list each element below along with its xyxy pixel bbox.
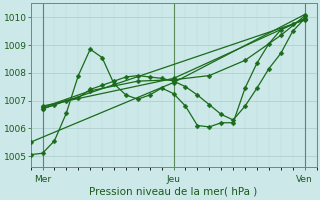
X-axis label: Pression niveau de la mer( hPa ): Pression niveau de la mer( hPa ) [90, 187, 258, 197]
